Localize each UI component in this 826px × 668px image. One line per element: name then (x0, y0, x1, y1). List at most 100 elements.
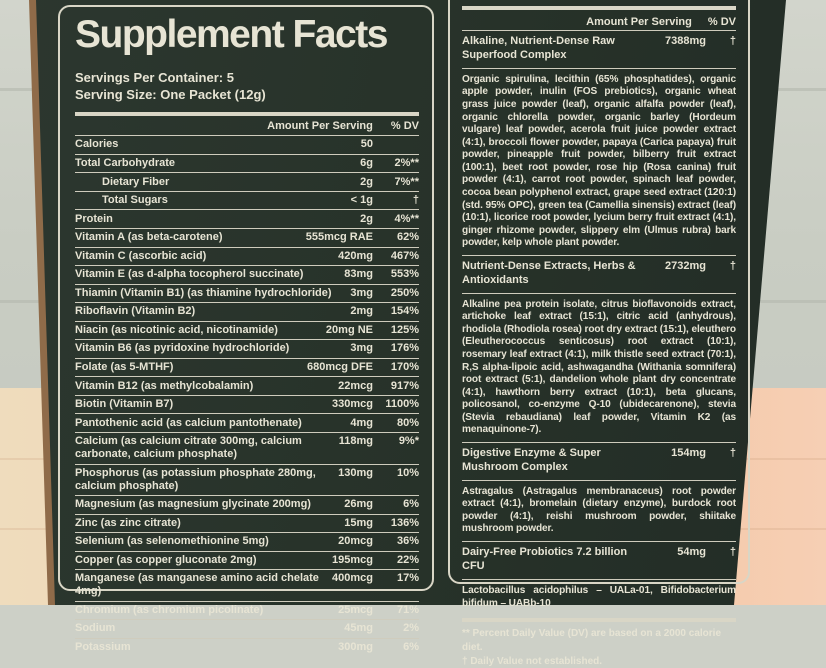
serving-size: Serving Size: One Packet (12g) (75, 87, 266, 103)
table-row: Sodium 45mg 2% (75, 619, 419, 638)
nutrient-amount: 330mcg (332, 398, 373, 411)
blend-ingredients: Astragalus (Astragalus membranaceus) roo… (462, 485, 736, 535)
table-row: Copper (as copper gluconate 2mg) 195mcg … (75, 550, 419, 570)
nutrient-amount: 26mg (344, 498, 373, 511)
blend-dv-dagger: † (729, 35, 736, 48)
nutrient-name: Copper (as copper gluconate 2mg) (75, 553, 257, 566)
nutrient-name: Chromium (as chromium picolinate) (75, 603, 264, 616)
nutrient-name: Pantothenic acid (as calcium pantothenat… (75, 416, 302, 429)
nutrient-amount: 20mg NE (325, 323, 373, 336)
nutrient-name: Niacin (as nicotinic acid, nicotinamide) (75, 323, 278, 336)
blend-dv-dagger: † (729, 546, 736, 559)
nutrient-dv: 136% (390, 516, 419, 529)
nutrient-amount: 6g (360, 156, 373, 169)
nutrient-name: Total Sugars (102, 194, 168, 207)
thick-rule (462, 6, 736, 10)
nutrient-name: Vitamin A (as beta-carotene) (75, 231, 223, 244)
nutrient-name: Manganese (as manganese amino acid chela… (75, 572, 319, 598)
nutrient-name: Vitamin C (ascorbic acid) (75, 249, 207, 262)
blend-ingredients: Alkaline pea protein isolate, citrus bio… (462, 298, 736, 436)
nutrient-dv: 125% (390, 323, 419, 336)
nutrient-dv: 22% (396, 553, 419, 566)
nutrient-name: Calcium (as calcium citrate 300mg, calci… (75, 435, 302, 461)
nutrient-dv: 170% (390, 361, 419, 373)
blend-name: Digestive Enzyme & Super Mushroom Comple… (462, 447, 601, 474)
nutrient-name: Dietary Fiber (102, 175, 170, 188)
blend-ingredients: Lactobacillus acidophilus – UALa-01, Bif… (462, 584, 736, 609)
nutrient-amount: 118mg (338, 435, 373, 448)
nutrient-name: Potassium (75, 641, 131, 654)
nutrient-dv: 7%** (394, 175, 419, 188)
nutrient-name: Selenium (as selenomethionine 5mg) (75, 535, 269, 548)
nutrient-name: Biotin (Vitamin B7) (75, 398, 174, 411)
blend-header-row: Digestive Enzyme & Super Mushroom Comple… (462, 442, 736, 481)
nutrient-amount: 20mcg (338, 535, 373, 548)
blend-section: Dairy-Free Probiotics 7.2 billion CFU 54… (462, 541, 736, 617)
nutrient-dv: 4%** (394, 212, 419, 225)
nutrient-amount: 3mg (350, 286, 373, 299)
table-row: Total Carbohydrate 6g 2%** (75, 153, 419, 173)
thick-rule (75, 112, 419, 117)
table-row: Manganese (as manganese amino acid chela… (75, 569, 419, 601)
amount-per-serving-header: Amount Per Serving (267, 120, 373, 133)
blend-amount: 2732mg (665, 260, 706, 273)
nutrient-name: Riboflavin (Vitamin B2) (75, 305, 196, 318)
table-row: Magnesium (as magnesium glycinate 200mg)… (75, 495, 419, 514)
complex-blends-panel: Amount Per Serving % DV Alkaline, Nutrie… (448, 0, 750, 667)
blend-section: Digestive Enzyme & Super Mushroom Comple… (462, 442, 736, 543)
nutrient-amount: 300mg (338, 641, 373, 654)
nutrient-amount: < 1g (350, 194, 373, 207)
nutrient-amount: 420mg (338, 249, 373, 262)
blend-dv-dagger: † (729, 447, 736, 460)
nutrient-dv: 62% (396, 231, 419, 244)
nutrient-amount: 4mg (350, 416, 373, 429)
nutrient-amount: 2g (360, 175, 373, 188)
panel-title: Supplement Facts (75, 13, 388, 56)
table-row: Vitamin C (ascorbic acid) 420mg 467% (75, 246, 419, 266)
nutrient-amount: 3mg (350, 342, 373, 355)
table-row: Vitamin B6 (as pyridoxine hydrochloride)… (75, 339, 419, 358)
percent-dv-header: % DV (707, 16, 736, 28)
nutrient-name: Thiamin (Vitamin B1) (as thiamine hydroc… (75, 286, 332, 299)
nutrient-amount: 130mg (338, 466, 373, 479)
servings-per-container: Servings Per Container: 5 (75, 69, 234, 85)
nutrient-dv: 9%* (398, 435, 419, 448)
nutrient-dv: 10% (396, 466, 419, 479)
blend-ingredients: Organic spirulina, lecithin (65% phospha… (462, 73, 736, 249)
nutrient-name: Vitamin B6 (as pyridoxine hydrochloride) (75, 342, 290, 355)
table-row: Protein 2g 4%** (75, 209, 419, 228)
table-row: Dietary Fiber 2g 7%** (75, 172, 419, 191)
table-row: Folate (as 5-MTHF) 680mcg DFE 170% (75, 357, 419, 377)
blend-header-row: Nutrient-Dense Extracts, Herbs & Antioxi… (462, 255, 736, 294)
nutrient-dv: 36% (396, 535, 419, 548)
nutrient-name: Sodium (75, 622, 116, 635)
blend-section: Nutrient-Dense Extracts, Herbs & Antioxi… (462, 255, 736, 444)
nutrient-dv: 176% (390, 342, 419, 355)
table-row: Zinc (as zinc citrate) 15mg 136% (75, 513, 419, 533)
nutrient-dv: 6% (403, 498, 419, 511)
nutrient-dv: 917% (390, 379, 419, 392)
blend-name: Alkaline, Nutrient-Dense Raw Superfood C… (462, 35, 615, 62)
blend-amount: 7388mg (665, 35, 706, 48)
nutrient-name: Zinc (as zinc citrate) (75, 516, 181, 529)
nutrient-amount: 22mcg (338, 379, 373, 392)
nutrient-name: Vitamin E (as d-alpha tocopherol succina… (75, 268, 304, 281)
nutrient-dv: 6% (403, 641, 419, 654)
blend-name: Dairy-Free Probiotics 7.2 billion CFU (462, 546, 628, 573)
nutrient-dv: 1100% (385, 398, 419, 411)
nutrient-name: Magnesium (as magnesium glycinate 200mg) (75, 498, 311, 511)
footnote-dagger: † Daily Value not established. (462, 655, 603, 667)
table-row: Phosphorus (as potassium phosphate 280mg… (75, 463, 419, 496)
nutrient-dv: 467% (390, 249, 419, 262)
nutrient-dv: 17% (396, 572, 419, 585)
nutrient-dv: 154% (390, 305, 419, 318)
table-row: Vitamin B12 (as methylcobalamin) 22mcg 9… (75, 376, 419, 395)
nutrient-amount: 25mcg (338, 603, 373, 616)
nutrient-amount: 195mcg (332, 553, 373, 566)
nutrient-amount: 2g (360, 212, 373, 225)
nutrient-amount: 400mcg (332, 572, 373, 585)
nutrient-name: Phosphorus (as potassium phosphate 280mg… (75, 466, 316, 492)
nutrient-dv: 553% (390, 268, 419, 281)
blend-dv-dagger: † (729, 260, 736, 273)
blend-section: Alkaline, Nutrient-Dense Raw Superfood C… (462, 30, 736, 256)
